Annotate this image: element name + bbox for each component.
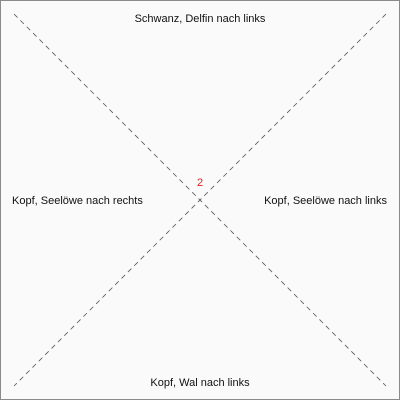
center-number: 2 bbox=[196, 177, 204, 189]
label-left: Kopf, Seelöwe nach rechts bbox=[12, 195, 143, 207]
label-top: Schwanz, Delfin nach links bbox=[134, 13, 266, 25]
label-bottom: Kopf, Wal nach links bbox=[150, 377, 250, 389]
label-right: Kopf, Seelöwe nach links bbox=[264, 195, 387, 207]
diagonal-line-ascending bbox=[13, 13, 387, 387]
